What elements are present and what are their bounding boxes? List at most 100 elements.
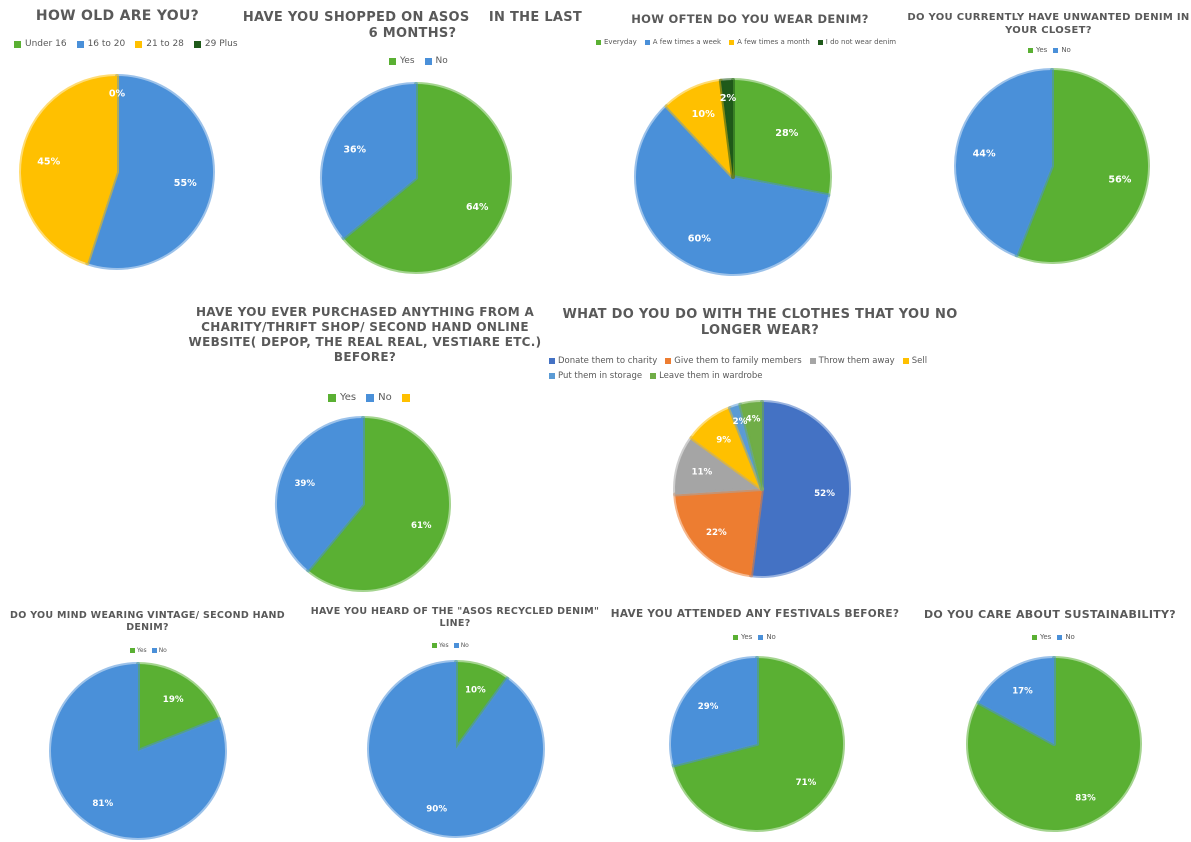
legend-swatch	[424, 57, 432, 65]
pie-slice-give-them-to-family-members	[673, 487, 764, 578]
pie-label-16-to-20: 55%	[174, 178, 197, 189]
pie-label-put-them-in-storage: 2%	[733, 417, 748, 427]
chart-title: HOW OFTEN DO YOU WEAR DENIM?	[631, 12, 869, 26]
legend-label: Yes	[1040, 633, 1052, 641]
legend-swatch	[135, 40, 143, 48]
legend-label: No	[460, 642, 469, 649]
legend-item-yes: Yes	[733, 633, 752, 641]
pie-slice-a-few-times-a-week	[634, 104, 831, 276]
chart-title: HAVE YOU EVER PURCHASED ANYTHING FROM A …	[188, 305, 542, 364]
pie-slice-no	[367, 660, 545, 838]
legend-item-leave-them-in-wardrobe: Leave them in wardrobe	[650, 371, 762, 381]
chart-title: DO YOU CARE ABOUT SUSTAINABILITY?	[924, 608, 1176, 621]
legend-item-sell: Sell	[902, 356, 928, 366]
legend-label: A few times a week	[652, 38, 722, 46]
legend-swatch	[809, 358, 816, 364]
legend-label: No	[1061, 46, 1071, 54]
chart-legend: Yes No	[389, 56, 479, 66]
pie-label-no: 90%	[426, 805, 447, 815]
pie-label-no: 17%	[1012, 687, 1033, 697]
legend-label: Everyday	[604, 38, 637, 46]
legend-swatch	[729, 39, 735, 45]
legend-item-everyday: Everyday	[596, 38, 637, 46]
pie-slice-leave-them-in-wardrobe	[738, 400, 764, 491]
legend-label: No	[158, 647, 167, 654]
legend-item-donate-them-to-charity: Donate them to charity	[549, 356, 657, 366]
pie-label-everyday: 28%	[775, 128, 798, 139]
pie-label-sell: 9%	[716, 436, 731, 446]
pie-label-no: 44%	[973, 148, 996, 159]
pie-chart: 61% 39%	[275, 416, 451, 592]
legend-swatch	[14, 40, 21, 48]
legend-item-no: No	[151, 647, 167, 654]
pie-chart: 83% 17%	[966, 656, 1142, 832]
pie-label-no: 29%	[698, 702, 719, 712]
legend-label: Yes	[741, 633, 753, 641]
chart-legend: Yes No	[1028, 46, 1098, 54]
legend-swatch	[432, 643, 437, 648]
pie-label-a-few-times-a-week: 60%	[688, 234, 711, 245]
legend-swatch	[549, 373, 555, 379]
legend-swatch	[389, 57, 396, 65]
legend-item-no: No	[366, 392, 392, 403]
legend-label: Throw them away	[818, 356, 895, 366]
legend-swatch	[549, 358, 555, 364]
legend-item-yes: Yes	[328, 392, 356, 403]
pie-label-yes: 64%	[466, 202, 489, 213]
legend-swatch	[1032, 634, 1037, 640]
chart-legend: Yes No	[432, 642, 492, 649]
legend-swatch	[1053, 47, 1059, 53]
legend-item-yes: Yes	[432, 642, 449, 649]
legend-swatch	[665, 358, 672, 364]
pie-label-yes: 56%	[1108, 174, 1131, 185]
legend-item-blank	[401, 392, 414, 403]
pie-label-yes: 83%	[1075, 793, 1096, 803]
legend-swatch	[328, 393, 336, 402]
chart-title: HAVE YOU SHOPPED ON ASOS IN THE LAST 6 M…	[242, 10, 587, 42]
pie-chart: 56% 44%	[954, 68, 1150, 264]
legend-item-under-16: Under 16	[14, 39, 67, 49]
pie-label-no: 36%	[344, 144, 367, 155]
pie-slice-no	[275, 416, 365, 573]
legend-swatch	[758, 634, 764, 640]
legend-label: Yes	[439, 642, 449, 649]
pie-chart: 19% 81%	[49, 662, 227, 840]
legend-item-no: No	[424, 56, 448, 66]
legend-label: 21 to 28	[146, 39, 184, 49]
legend-label: Sell	[911, 356, 928, 366]
legend-item-yes: Yes	[1032, 633, 1051, 641]
chart-title: HOW OLD ARE YOU?	[35, 8, 200, 24]
pie-chart: 55% 45% 0%	[19, 74, 215, 270]
legend-label: Give them to family members	[674, 356, 802, 366]
legend-item-a-few-times-a-week: A few times a week	[644, 38, 722, 46]
legend-label: Leave them in wardrobe	[659, 371, 763, 381]
legend-swatch	[76, 40, 84, 48]
legend-label: Under 16	[25, 39, 67, 49]
legend-item-16-to-20: 16 to 20	[76, 39, 126, 49]
legend-swatch	[366, 393, 375, 402]
chart-title: DO YOU MIND WEARING VINTAGE/ SECOND HAND…	[10, 610, 285, 633]
pie-slice-yes	[306, 416, 451, 592]
legend-swatch	[151, 648, 157, 653]
legend-swatch	[401, 393, 410, 402]
legend-swatch	[596, 39, 601, 45]
pie-label-no: 39%	[294, 479, 315, 489]
pie-chart: 52% 22% 11% 9%2%4%	[673, 400, 851, 578]
chart-title: WHAT DO YOU DO WITH THE CLOTHES THAT YOU…	[562, 307, 958, 339]
legend-item-no: No	[453, 642, 469, 649]
pie-slice-everyday	[731, 78, 832, 198]
legend-item-give-them-to-family-members: Give them to family members	[665, 356, 802, 366]
pie-label-give-them-to-family-members: 22%	[706, 528, 727, 538]
pie-slice-no	[49, 662, 227, 840]
legend-label: 16 to 20	[87, 39, 126, 49]
pie-chart: 64% 36%	[320, 82, 512, 274]
legend-swatch	[817, 39, 823, 45]
legend-item-no: No	[1053, 46, 1071, 54]
chart-legend: Under 16 16 to 20 21 to 28 29 Plus	[14, 39, 254, 49]
legend-label: Yes	[340, 392, 357, 403]
chart-legend: Yes No	[130, 647, 190, 654]
pie-label-yes: 19%	[163, 695, 184, 705]
legend-label: Donate them to charity	[558, 356, 658, 366]
chart-legend: Everyday A few times a week A few times a …	[596, 38, 926, 46]
chart-legend: Yes No	[1032, 633, 1092, 641]
